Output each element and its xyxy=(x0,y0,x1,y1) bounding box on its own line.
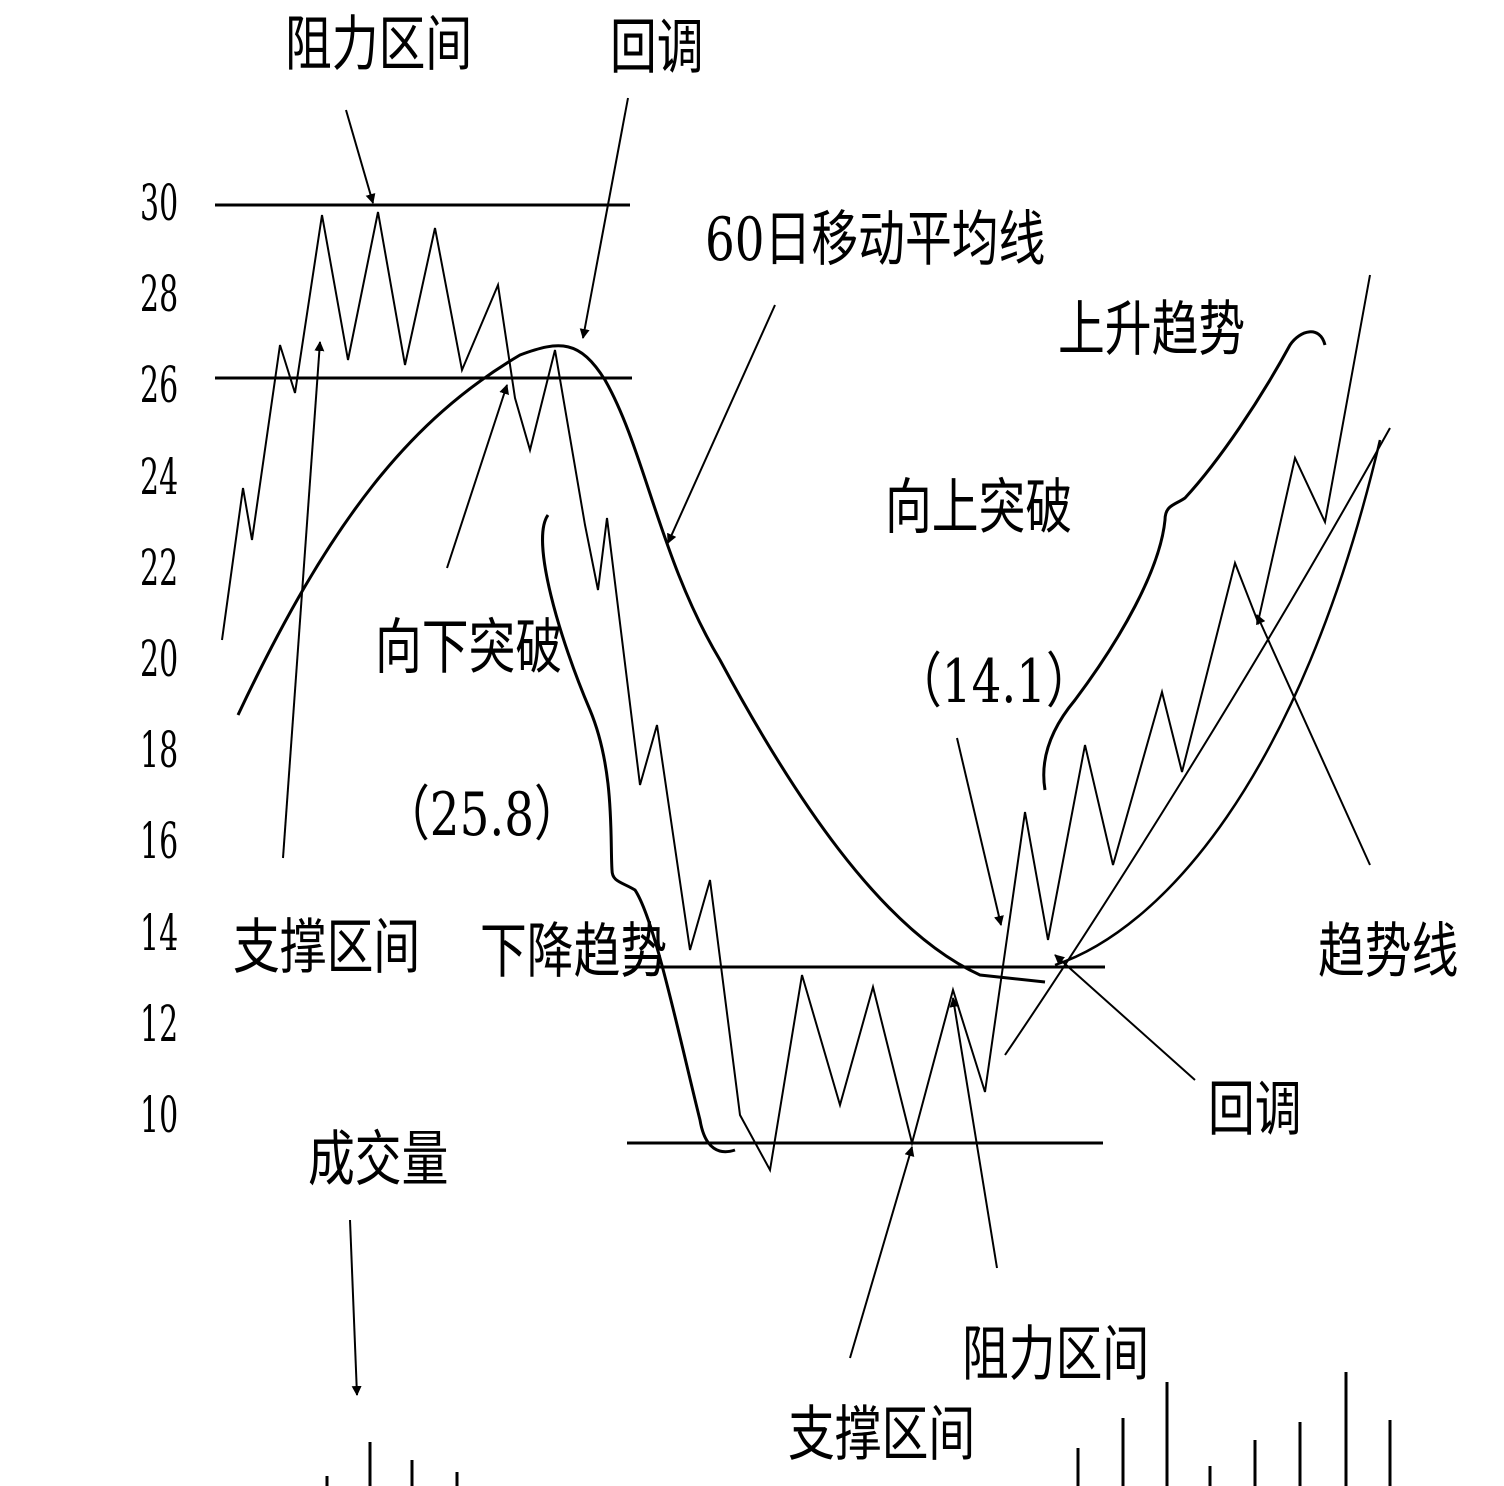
label-support-top: 支撑区间 xyxy=(233,913,421,983)
arrow-pullback-bottom xyxy=(1054,954,1196,1081)
y-axis-tick-label: 18 xyxy=(140,721,179,780)
y-axis-tick-label: 24 xyxy=(140,447,179,506)
y-axis-tick-label: 16 xyxy=(140,812,179,871)
arrow-pullback-top xyxy=(579,97,629,339)
arrow-volume xyxy=(349,1219,362,1396)
moving-average-60-line xyxy=(236,344,1046,984)
y-axis-tick-label: 28 xyxy=(140,265,179,324)
label-upward-breakout-value: （14.1） xyxy=(895,647,1093,717)
arrow-resistance-top xyxy=(345,109,376,204)
label-support-bottom: 支撑区间 xyxy=(788,1400,976,1470)
label-upward-breakout: 向上突破 xyxy=(885,473,1073,543)
y-axis-tick-label: 26 xyxy=(140,356,179,415)
arrow-trendline xyxy=(1256,614,1371,866)
label-downtrend: 下降趋势 xyxy=(480,917,668,987)
y-axis-tick-label: 22 xyxy=(140,538,179,597)
y-axis-tick-label: 10 xyxy=(140,1086,179,1144)
uptrend-brace xyxy=(1042,330,1327,791)
volume-bars xyxy=(325,1372,1392,1486)
label-trendline: 趋势线 xyxy=(1318,917,1459,987)
label-pullback-top: 回调 xyxy=(610,13,704,83)
label-volume: 成交量 xyxy=(308,1125,449,1195)
arrow-ma60 xyxy=(667,304,776,544)
arrow-upward-breakout xyxy=(956,737,1004,926)
label-pullback-bottom: 回调 xyxy=(1208,1075,1302,1145)
y-axis-tick-label: 30 xyxy=(140,174,179,232)
downtrend-brace xyxy=(541,514,736,1154)
label-resistance-bottom: 阻力区间 xyxy=(962,1320,1150,1390)
y-axis-tick-label: 12 xyxy=(140,994,179,1053)
y-axis-tick-label: 20 xyxy=(140,630,179,688)
trendline-lower xyxy=(1054,439,1382,967)
label-uptrend: 上升趋势 xyxy=(1058,295,1246,365)
arrow-support-top xyxy=(282,341,325,859)
price-line xyxy=(221,211,1371,1174)
trendline-upper xyxy=(1004,427,1391,1056)
label-downward-breakout: 向下突破 xyxy=(375,613,563,683)
label-ma60: 60日移动平均线 xyxy=(705,205,1046,275)
y-axis-tick-label: 14 xyxy=(140,903,179,962)
arrow-resistance-bottom xyxy=(949,997,998,1269)
label-resistance-top: 阻力区间 xyxy=(285,10,473,80)
arrow-downward-breakout xyxy=(446,384,509,569)
arrow-support-bottom xyxy=(849,1146,915,1359)
label-downward-breakout-value: （25.8） xyxy=(383,780,581,850)
